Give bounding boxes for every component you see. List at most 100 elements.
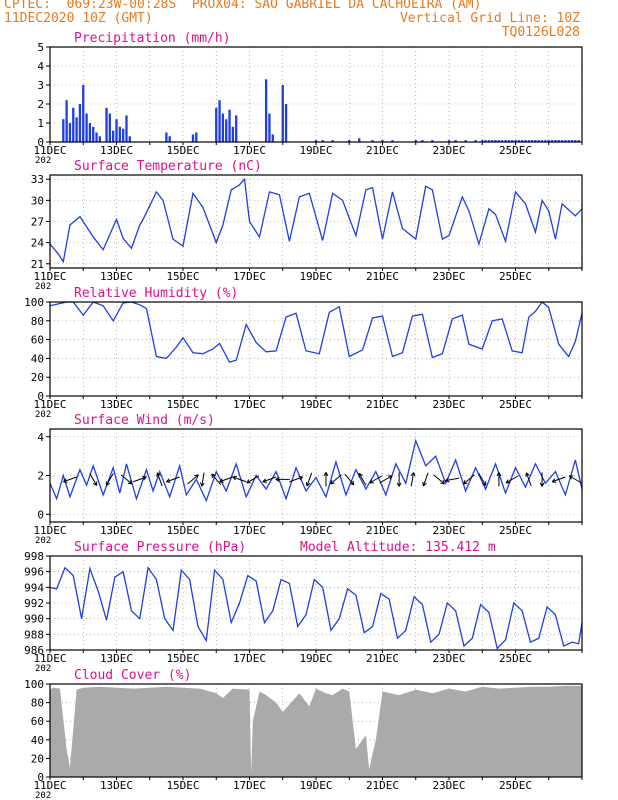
y-tick-label: 20 bbox=[31, 371, 44, 384]
x-tick-label: 17DEC bbox=[233, 144, 266, 157]
wind-arrow bbox=[166, 476, 180, 483]
precip-bar bbox=[168, 136, 171, 142]
precip-bar bbox=[567, 140, 570, 142]
precip-bar bbox=[231, 126, 235, 142]
precip-bar bbox=[564, 140, 567, 142]
x-tick-label: 23DEC bbox=[432, 144, 465, 157]
wind-arrow bbox=[120, 474, 133, 485]
precip-bar bbox=[540, 140, 544, 142]
y-tick-label: 2 bbox=[37, 470, 44, 483]
wind-arrow bbox=[262, 476, 277, 483]
x-tick-label: 19DEC bbox=[299, 270, 332, 283]
y-tick-label: 24 bbox=[31, 237, 45, 250]
wind-arrow bbox=[187, 474, 199, 485]
precip-bar bbox=[221, 113, 225, 142]
x-tick-label: 23DEC bbox=[432, 652, 465, 665]
precip-bar bbox=[484, 140, 487, 142]
x-tick-label: 19DEC bbox=[299, 652, 332, 665]
precip-bar bbox=[281, 85, 284, 142]
precip-bar bbox=[527, 140, 530, 142]
panel-wind: 0 2 4 11DEC 13DEC 15DEC 17DEC 19DEC 21DEC 23DEC 25… bbox=[33, 413, 583, 546]
y-tick-label: 0 bbox=[37, 771, 44, 784]
temp-series-line bbox=[49, 177, 583, 264]
panel-temp: 21 24 27 30 33 11DEC 13DEC 15DEC 17DEC 19DEC 21DEC… bbox=[31, 159, 583, 292]
y-tick-label: 4 bbox=[37, 60, 44, 73]
precip-bar bbox=[534, 140, 537, 142]
x-tick-label: 23DEC bbox=[432, 398, 465, 411]
wind-arrow bbox=[305, 472, 313, 487]
y-tick-label: 1 bbox=[37, 117, 44, 130]
wind-arrow bbox=[505, 475, 519, 484]
y-tick-label: 994 bbox=[24, 581, 44, 594]
precip-bar bbox=[554, 140, 557, 142]
x-tick-label: 11DEC bbox=[33, 524, 66, 537]
x-tick-label: 15DEC bbox=[166, 144, 199, 157]
panel-rh: 0 20 40 60 80 100 11DEC 13DEC 15DEC 17DEC 19DEC 21D… bbox=[24, 286, 583, 420]
x-tick-label: 17DEC bbox=[233, 398, 266, 411]
x-tick-label: 25DEC bbox=[499, 652, 532, 665]
precip-bar bbox=[228, 109, 231, 142]
cloud-cover-area bbox=[50, 685, 582, 777]
precip-bar bbox=[78, 104, 82, 142]
precip-bar bbox=[75, 117, 78, 142]
y-tick-label: 996 bbox=[24, 566, 44, 579]
precip-bar bbox=[284, 104, 288, 142]
precip-bar bbox=[195, 132, 198, 142]
y-tick-label: 0 bbox=[37, 390, 44, 403]
wind-arrow bbox=[211, 473, 222, 486]
precip-bar bbox=[514, 140, 517, 142]
wind-arrow bbox=[246, 475, 260, 484]
x-tick-label: 11DEC bbox=[33, 270, 66, 283]
panel-cloud: 0 20 40 60 80 100 11DEC 13DEC 15DEC 17DEC 19DEC 21D… bbox=[24, 668, 583, 800]
wind-arrow bbox=[496, 472, 502, 487]
precip-bar bbox=[128, 136, 131, 142]
precip-bar bbox=[414, 140, 417, 142]
precip-bar bbox=[501, 140, 504, 142]
y-tick-label: 990 bbox=[24, 613, 44, 626]
wind-arrow bbox=[525, 472, 532, 487]
y-tick-label: 0 bbox=[37, 136, 44, 149]
x-tick-label: 23DEC bbox=[432, 524, 465, 537]
wind-arrow bbox=[219, 476, 233, 483]
x-tick-label: 11DEC bbox=[33, 144, 66, 157]
x-year-label: 202 bbox=[35, 536, 51, 546]
precip-bar bbox=[225, 119, 228, 142]
precip-bar bbox=[68, 123, 72, 142]
y-tick-label: 100 bbox=[24, 296, 44, 309]
precip-bar bbox=[511, 140, 514, 142]
x-tick-label: 15DEC bbox=[166, 652, 199, 665]
precip-bar bbox=[82, 85, 85, 142]
precip-bar bbox=[391, 140, 394, 142]
precip-bar bbox=[557, 140, 560, 142]
header-line2-right: Vertical Grid Line: 10Z bbox=[399, 11, 580, 26]
precip-bar bbox=[381, 140, 384, 142]
wind-arrow bbox=[478, 473, 487, 486]
y-tick-label: 60 bbox=[31, 715, 44, 728]
x-tick-label: 19DEC bbox=[299, 398, 332, 411]
panel-frame bbox=[49, 301, 583, 397]
y-tick-label: 988 bbox=[24, 628, 44, 641]
x-tick-label: 17DEC bbox=[233, 524, 266, 537]
x-year-label: 202 bbox=[35, 282, 51, 292]
panel-annotation: Model Altitude: 135.412 m bbox=[300, 540, 496, 555]
header-line1: CPTEC: 069:23W-00:28S PROX04: SAO GABRIE… bbox=[4, 0, 482, 12]
x-tick-label: 21DEC bbox=[366, 270, 399, 283]
x-tick-label: 15DEC bbox=[166, 270, 199, 283]
x-tick-label: 17DEC bbox=[233, 652, 266, 665]
precip-bar bbox=[520, 140, 524, 142]
precip-bar bbox=[85, 113, 88, 142]
precip-bar bbox=[570, 140, 574, 142]
x-tick-label: 23DEC bbox=[432, 270, 465, 283]
panel-precip: 0 1 2 3 4 5 11DEC 13DEC 15DEC 17DEC 19DEC 21DEC 23DE… bbox=[33, 31, 583, 166]
precip-bar bbox=[108, 113, 112, 142]
x-tick-label: 15DEC bbox=[166, 779, 199, 792]
x-year-label: 202 bbox=[35, 791, 51, 800]
precip-bar bbox=[481, 140, 484, 142]
press-series-line bbox=[49, 565, 583, 650]
precip-bar bbox=[507, 140, 511, 142]
x-tick-label: 11DEC bbox=[33, 652, 66, 665]
wind-arrow bbox=[396, 472, 402, 487]
x-tick-label: 19DEC bbox=[299, 779, 332, 792]
x-tick-label: 25DEC bbox=[499, 779, 532, 792]
x-tick-label: 13DEC bbox=[100, 270, 133, 283]
